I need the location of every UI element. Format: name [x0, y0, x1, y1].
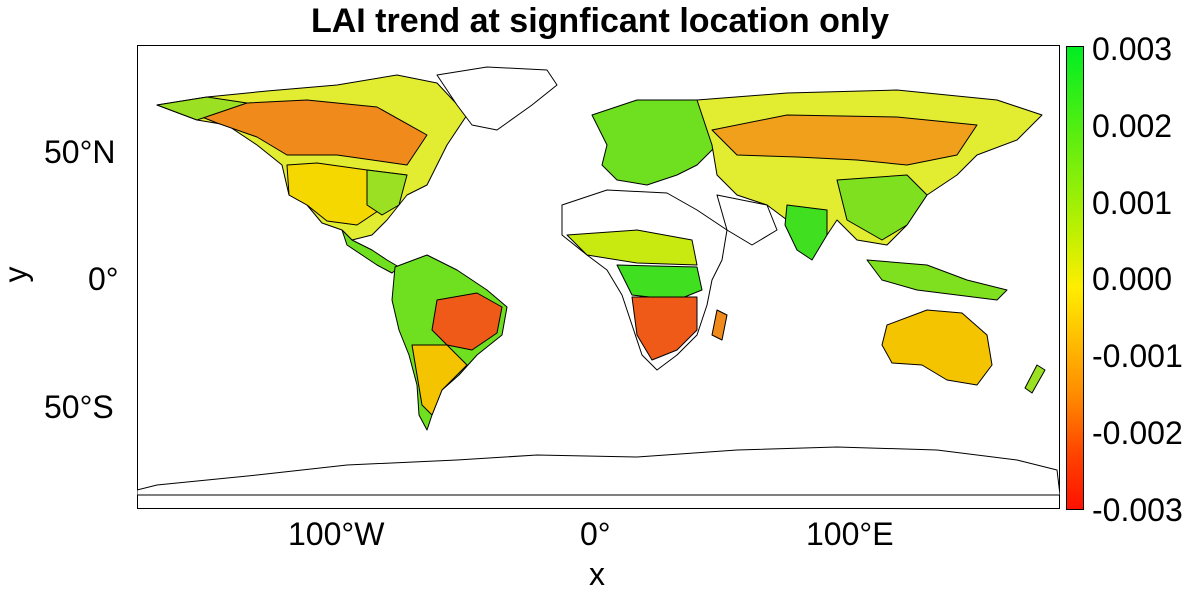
colorbar-label-6: -0.003 — [1092, 492, 1183, 528]
region-china — [836, 174, 928, 241]
region-siberia — [711, 114, 978, 166]
y-tick-50n: 50°N — [44, 134, 116, 170]
region-india — [784, 204, 828, 261]
region-central-africa — [616, 264, 703, 301]
world-map — [137, 66, 1060, 496]
colorbar-label-5: -0.002 — [1092, 415, 1183, 451]
region-southern-south-america — [411, 344, 468, 416]
landmass-madagascar — [711, 309, 728, 341]
y-axis-title: y — [0, 266, 34, 283]
y-tick-0: 0° — [88, 261, 119, 297]
colorbar-label-3: 0.000 — [1092, 261, 1173, 297]
x-tick-100w: 100°W — [288, 516, 385, 552]
landmass-southeast-asia — [866, 259, 1008, 301]
colorbar-label-1: 0.002 — [1092, 108, 1173, 144]
y-tick-50s: 50°S — [44, 389, 114, 425]
landmass-new-zealand — [1024, 364, 1046, 394]
landmass-greenland — [436, 66, 558, 131]
colorbar-label-0: 0.003 — [1092, 31, 1173, 67]
region-sahel — [566, 229, 698, 266]
region-brazil-cerrado — [431, 292, 503, 351]
x-tick-0: 0° — [580, 516, 611, 552]
landmass-europe — [591, 99, 728, 186]
x-axis-title: x — [589, 556, 605, 592]
colorbar-label-4: -0.001 — [1092, 338, 1183, 374]
region-alaska — [156, 96, 248, 121]
landmass-antarctica — [137, 446, 1060, 496]
x-tick-100e: 100°E — [806, 516, 894, 552]
landmass-australia — [881, 309, 993, 386]
region-canada-boreal — [186, 99, 428, 166]
colorbar-label-2: 0.001 — [1092, 185, 1173, 221]
region-eastern-usa — [366, 169, 408, 216]
region-southern-africa — [631, 296, 698, 361]
colorbar — [1066, 46, 1084, 510]
map-title: LAI trend at signficant location only — [310, 2, 890, 40]
region-arabia — [716, 194, 778, 246]
